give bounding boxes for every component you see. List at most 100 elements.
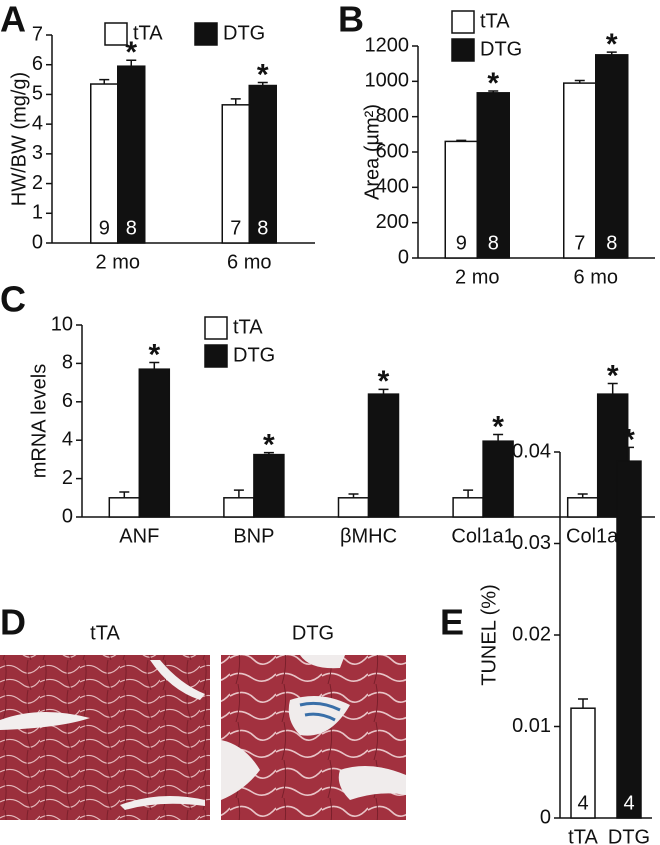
bar xyxy=(566,497,599,518)
significance-mark: * xyxy=(606,28,618,61)
error-bar xyxy=(574,79,585,84)
legend-swatch xyxy=(451,38,475,62)
panel-letter: D xyxy=(0,602,26,643)
error-bar xyxy=(378,388,389,395)
y-tick-label: 4 xyxy=(32,112,43,134)
legend-label: tTA xyxy=(480,10,510,32)
error-bar xyxy=(578,698,588,709)
error-bar xyxy=(493,433,504,442)
y-tick-label: 6 xyxy=(62,390,73,412)
y-tick-label: 8 xyxy=(62,352,73,374)
y-tick-label: 0.01 xyxy=(512,715,551,737)
x-tick-label: Col1a1 xyxy=(451,525,514,547)
y-axis-label: mRNA levels xyxy=(28,364,50,478)
y-tick-label: 0.03 xyxy=(512,532,551,554)
y-tick-label: 4 xyxy=(62,428,73,450)
legend-label: tTA xyxy=(233,316,263,338)
fibrosis-stain xyxy=(299,701,341,722)
error-bar xyxy=(126,59,137,67)
y-tick-label: 0 xyxy=(398,246,409,268)
y-tick-label: 0 xyxy=(62,505,73,527)
significance-mark: * xyxy=(257,58,269,91)
tissue-gap xyxy=(221,655,406,800)
y-axis-label: HW/BW (mg/g) xyxy=(8,72,30,206)
n-label: 8 xyxy=(126,217,137,239)
bar xyxy=(570,707,596,819)
y-tick-label: 0.04 xyxy=(512,440,551,462)
y-tick-label: 2 xyxy=(32,172,43,194)
x-tick-label: βMHC xyxy=(340,525,397,547)
legend-swatch xyxy=(451,10,475,34)
bar xyxy=(444,140,478,259)
significance-mark: * xyxy=(148,338,160,371)
legend-swatch xyxy=(204,344,228,368)
error-bar xyxy=(456,139,467,142)
error-bar xyxy=(99,78,110,85)
significance-mark: * xyxy=(492,410,504,443)
error-bar xyxy=(230,98,241,105)
y-tick-label: 1000 xyxy=(365,70,410,92)
histology-image xyxy=(221,655,406,820)
legend-label: DTG xyxy=(480,38,522,60)
x-tick-label: DTG xyxy=(608,826,650,845)
bar xyxy=(117,65,146,244)
bar xyxy=(616,460,642,819)
error-bar xyxy=(488,90,499,93)
n-label: 8 xyxy=(257,217,268,239)
legend-label: DTG xyxy=(223,22,265,44)
y-tick-label: 5 xyxy=(32,83,43,105)
legend-swatch xyxy=(104,22,128,46)
panel-letter: A xyxy=(0,0,26,40)
panel-letter: B xyxy=(338,0,364,40)
n-label: 4 xyxy=(577,792,588,814)
error-bar xyxy=(607,382,618,395)
y-tick-label: 1200 xyxy=(365,34,410,56)
y-tick-label: 800 xyxy=(376,105,409,127)
legend-label: DTG xyxy=(233,344,275,366)
n-label: 9 xyxy=(456,232,467,254)
n-label: 9 xyxy=(99,217,110,239)
x-tick-label: 2 mo xyxy=(96,251,140,273)
y-tick-label: 0 xyxy=(540,806,551,828)
significance-mark: * xyxy=(263,429,275,462)
error-bar xyxy=(606,51,617,55)
image-label: DTG xyxy=(292,622,334,644)
bar xyxy=(138,368,171,518)
bar xyxy=(482,440,514,518)
y-tick-label: 3 xyxy=(32,142,43,164)
y-tick-label: 600 xyxy=(376,140,409,162)
error-bar xyxy=(348,493,359,498)
error-bar xyxy=(233,489,244,498)
error-bar xyxy=(624,446,634,462)
panel-letter: E xyxy=(440,602,464,643)
x-tick-label: Col1a2 xyxy=(566,525,629,547)
significance-mark: * xyxy=(378,365,390,398)
error-bar xyxy=(257,81,268,86)
y-tick-label: 0 xyxy=(32,231,43,253)
error-bar xyxy=(119,491,130,498)
bar xyxy=(452,497,484,518)
y-tick-label: 200 xyxy=(376,211,409,233)
bar xyxy=(476,92,510,259)
bar xyxy=(223,497,255,518)
bar xyxy=(596,393,629,518)
significance-mark: * xyxy=(125,36,137,69)
significance-mark: * xyxy=(487,67,499,100)
panel-letter: C xyxy=(0,279,26,320)
y-tick-label: 0.02 xyxy=(512,623,551,645)
error-bar xyxy=(463,489,474,498)
n-label: 7 xyxy=(574,232,585,254)
significance-mark: * xyxy=(607,359,619,392)
legend-swatch xyxy=(194,22,218,46)
x-tick-label: BNP xyxy=(233,525,274,547)
error-bar xyxy=(149,361,160,370)
y-tick-label: 2 xyxy=(62,467,73,489)
x-tick-label: 2 mo xyxy=(455,266,499,288)
bar xyxy=(595,54,629,259)
x-tick-label: ANF xyxy=(119,525,159,547)
legend-swatch xyxy=(204,316,228,340)
bar xyxy=(337,497,370,518)
error-bar xyxy=(263,451,274,455)
bar xyxy=(90,83,119,244)
y-tick-label: 1 xyxy=(32,202,43,224)
